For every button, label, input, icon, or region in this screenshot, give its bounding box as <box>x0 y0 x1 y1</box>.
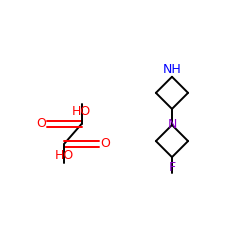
Text: O: O <box>36 117 46 130</box>
Text: O: O <box>100 137 110 150</box>
Text: N: N <box>167 118 177 132</box>
Text: HO: HO <box>55 149 74 162</box>
Text: NH: NH <box>162 62 181 76</box>
Text: HO: HO <box>72 105 91 118</box>
Text: F: F <box>168 162 175 174</box>
